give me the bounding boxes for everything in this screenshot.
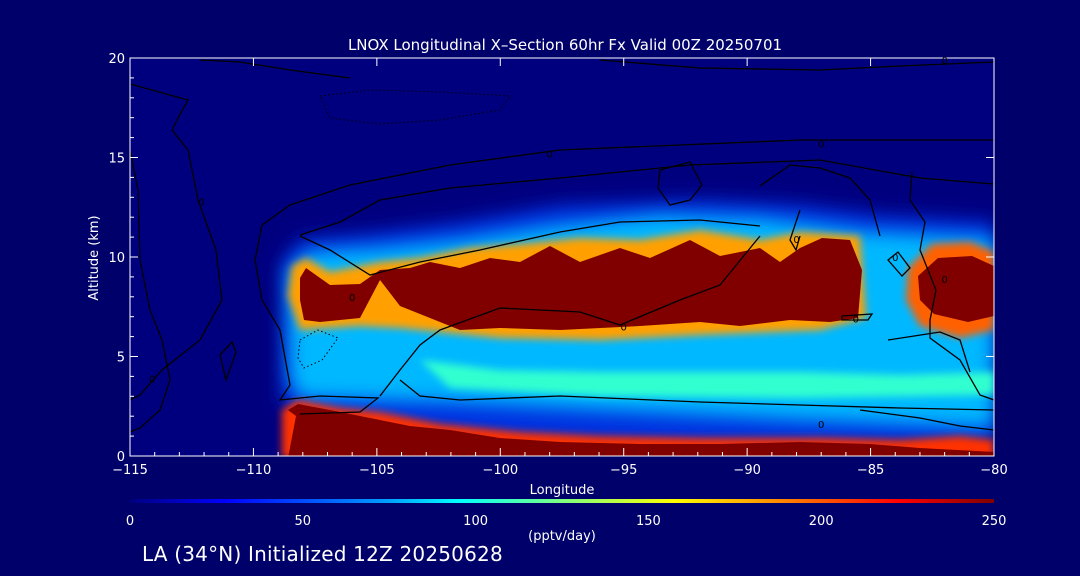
dotted-contour (297, 329, 339, 369)
y-tick-label: 5 (117, 351, 125, 366)
colorbar: 0 50 100 150 200 250 (pptv/day) (126, 499, 1007, 544)
contour-labels: 0 0 0 0 0 0 0 0 0 0 0 0 (149, 56, 948, 431)
contour-value-label: 0 (198, 197, 204, 208)
contour-value-label: 0 (941, 275, 947, 286)
x-tick-label: −85 (857, 463, 884, 478)
y-axis: 0 5 10 15 20 (108, 52, 994, 465)
field-cyan-band (420, 360, 994, 398)
colorbar-tick-label: 0 (126, 514, 134, 529)
contour-line (657, 161, 703, 206)
contour-value-label: 0 (349, 293, 355, 304)
contour-line (379, 235, 761, 397)
colorbar-tick-label: 50 (295, 514, 312, 529)
contour-value-label: 0 (621, 323, 627, 334)
field-max-eastern (918, 256, 994, 322)
initialization-footer: LA (34°N) Initialized 12Z 20250628 (142, 542, 503, 566)
x-axis-label: Longitude (530, 483, 595, 498)
contour-line (841, 313, 874, 321)
y-tick-label: 0 (117, 450, 125, 465)
dotted-contours (297, 89, 511, 369)
colorbar-tick-label: 200 (809, 514, 834, 529)
colorbar-gradient (130, 499, 994, 503)
contour-line (219, 340, 237, 383)
colorbar-label: (pptv/day) (528, 529, 596, 544)
contour-line (789, 209, 801, 252)
contour-line (299, 219, 761, 276)
colorbar-tick-label: 150 (636, 514, 661, 529)
contour-line (759, 164, 881, 237)
x-tick-label: −95 (610, 463, 637, 478)
y-tick-label: 10 (108, 251, 125, 266)
x-axis: −115 −110 −105 −100 −95 −90 −85 −80 (112, 58, 1008, 478)
contour-value-label: 0 (941, 56, 947, 67)
contour-line (261, 139, 994, 226)
contour-value-label: 0 (853, 315, 859, 326)
contour-line (254, 224, 380, 415)
contour-value-label: 0 (818, 420, 824, 431)
field-max-surface (288, 404, 994, 456)
x-tick-label: −105 (359, 463, 395, 478)
contour-value-label: 0 (546, 150, 552, 161)
y-tick-label: 20 (108, 52, 125, 67)
contour-value-label: 0 (892, 253, 898, 264)
contour-line (130, 83, 223, 401)
contour-value-label: 0 (818, 140, 824, 151)
y-axis-label: Altitude (km) (87, 215, 102, 300)
contour-line (859, 409, 994, 431)
x-tick-label: −90 (733, 463, 760, 478)
heatmap-field (282, 200, 994, 456)
contour-line (199, 59, 351, 79)
chart-title: LNOX Longitudinal X–Section 60hr Fx Vali… (348, 36, 782, 54)
contour-line (887, 251, 911, 277)
x-tick-label: −110 (236, 463, 272, 478)
colorbar-tick-label: 250 (982, 514, 1007, 529)
x-tick-label: −100 (482, 463, 518, 478)
field-max-upper (300, 238, 862, 330)
contour-line (887, 331, 971, 373)
x-tick-label: −115 (112, 463, 148, 478)
contour-line (599, 59, 994, 71)
colorbar-tick-label: 100 (463, 514, 488, 529)
contour-value-label: 0 (793, 235, 799, 246)
contour-line (909, 171, 994, 401)
contour-line (130, 149, 171, 433)
y-tick-label: 15 (108, 152, 125, 167)
contour-line (299, 159, 994, 236)
x-tick-label: −80 (980, 463, 1007, 478)
colorbar-ticks: 0 50 100 150 200 250 (126, 514, 1007, 529)
contour-lines (130, 59, 994, 433)
contour-value-label: 0 (149, 374, 155, 385)
contour-line (399, 379, 994, 411)
plot-area (130, 58, 994, 456)
